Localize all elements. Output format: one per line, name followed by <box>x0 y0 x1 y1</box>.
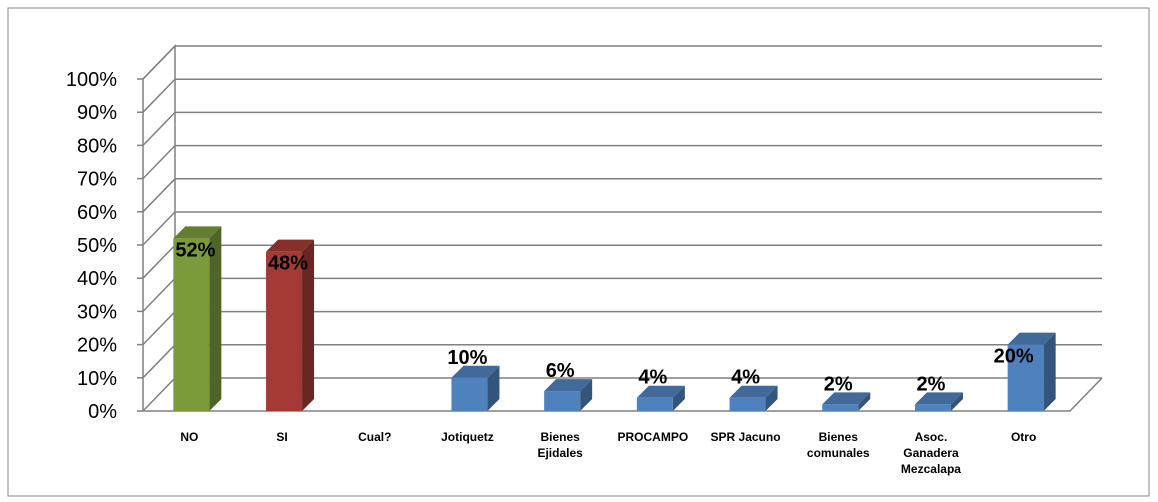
bar-side <box>858 392 871 411</box>
y-tick-label: 40% <box>77 268 117 290</box>
gridline <box>142 111 1102 146</box>
bar-side <box>209 226 222 411</box>
bar-side <box>487 365 500 411</box>
y-tick-label: 90% <box>77 102 117 124</box>
data-label: 20% <box>994 346 1034 368</box>
bar-front <box>451 377 488 411</box>
bar-top <box>636 385 685 398</box>
category-label: Bienes comunales <box>807 430 870 460</box>
gridline <box>142 78 1102 113</box>
category-label: NO <box>180 430 198 444</box>
bar-front <box>173 238 210 411</box>
bar-side <box>672 385 685 411</box>
category-label: Otro <box>1011 430 1036 444</box>
bar <box>544 379 593 411</box>
data-label: 4% <box>638 367 667 389</box>
bar-top <box>1007 332 1056 345</box>
bar <box>914 392 963 411</box>
y-tick-label: 30% <box>77 301 117 323</box>
data-label: 52% <box>175 239 215 261</box>
bar-front <box>1007 344 1044 411</box>
data-label: 2% <box>824 373 853 395</box>
gridline <box>142 211 1102 246</box>
bar-front <box>636 397 673 411</box>
bar-side <box>765 385 778 411</box>
data-label: 2% <box>916 373 945 395</box>
bar-side <box>580 379 593 411</box>
bar-side <box>1043 332 1056 411</box>
bar-top <box>451 365 500 378</box>
category-label: SI <box>276 430 287 444</box>
bar-top <box>822 392 871 405</box>
gridline <box>142 45 1102 80</box>
bar <box>729 385 778 411</box>
gridline <box>142 144 1102 180</box>
bar <box>173 226 222 411</box>
data-label: 6% <box>546 360 575 382</box>
bar-front <box>729 397 766 411</box>
bar <box>822 392 871 411</box>
y-tick-label: 100% <box>66 69 117 91</box>
gridline <box>142 178 1102 213</box>
bar-side <box>302 239 315 411</box>
bar-front <box>822 404 859 411</box>
data-label: 48% <box>268 253 308 275</box>
bar <box>636 385 685 411</box>
bar-top <box>914 392 963 405</box>
bar-side <box>950 392 963 411</box>
bar-front <box>266 251 303 411</box>
bar-front <box>914 404 951 411</box>
data-label: 10% <box>447 347 487 369</box>
category-label: Cual? <box>358 430 391 444</box>
bar-front <box>544 391 581 411</box>
data-label: 4% <box>731 367 760 389</box>
y-tick-label: 0% <box>88 401 117 423</box>
bar <box>266 239 315 411</box>
bar-top <box>729 385 778 398</box>
y-tick-label: 50% <box>77 235 117 257</box>
category-label: Jotiquetz <box>441 430 494 444</box>
category-label: Bienes Ejidales <box>537 430 583 460</box>
category-label: Asoc. Ganadera Mezcalapa <box>901 430 961 476</box>
y-tick-label: 60% <box>77 202 117 224</box>
y-tick-label: 80% <box>77 135 117 157</box>
bar-top <box>266 239 315 252</box>
y-tick-label: 20% <box>77 335 117 357</box>
y-tick-label: 10% <box>77 368 117 390</box>
category-label: PROCAMPO <box>618 430 689 444</box>
bar <box>451 365 500 411</box>
bar-top <box>173 226 222 239</box>
category-label: SPR Jacuno <box>711 430 781 444</box>
bar-top <box>544 379 593 392</box>
bar <box>1007 332 1056 411</box>
y-tick-label: 70% <box>77 169 117 191</box>
